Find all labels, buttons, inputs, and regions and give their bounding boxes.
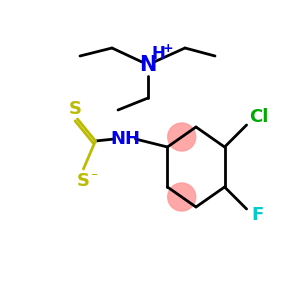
Text: Cl: Cl: [249, 108, 268, 126]
Text: NH: NH: [110, 130, 140, 148]
Text: S: S: [77, 172, 90, 190]
Text: N: N: [139, 55, 157, 75]
Text: F: F: [251, 206, 264, 224]
Circle shape: [168, 183, 196, 211]
Text: ⁻: ⁻: [90, 170, 97, 184]
Text: +: +: [163, 41, 173, 55]
Circle shape: [168, 123, 196, 151]
Text: H: H: [151, 45, 165, 63]
Text: S: S: [69, 100, 82, 118]
